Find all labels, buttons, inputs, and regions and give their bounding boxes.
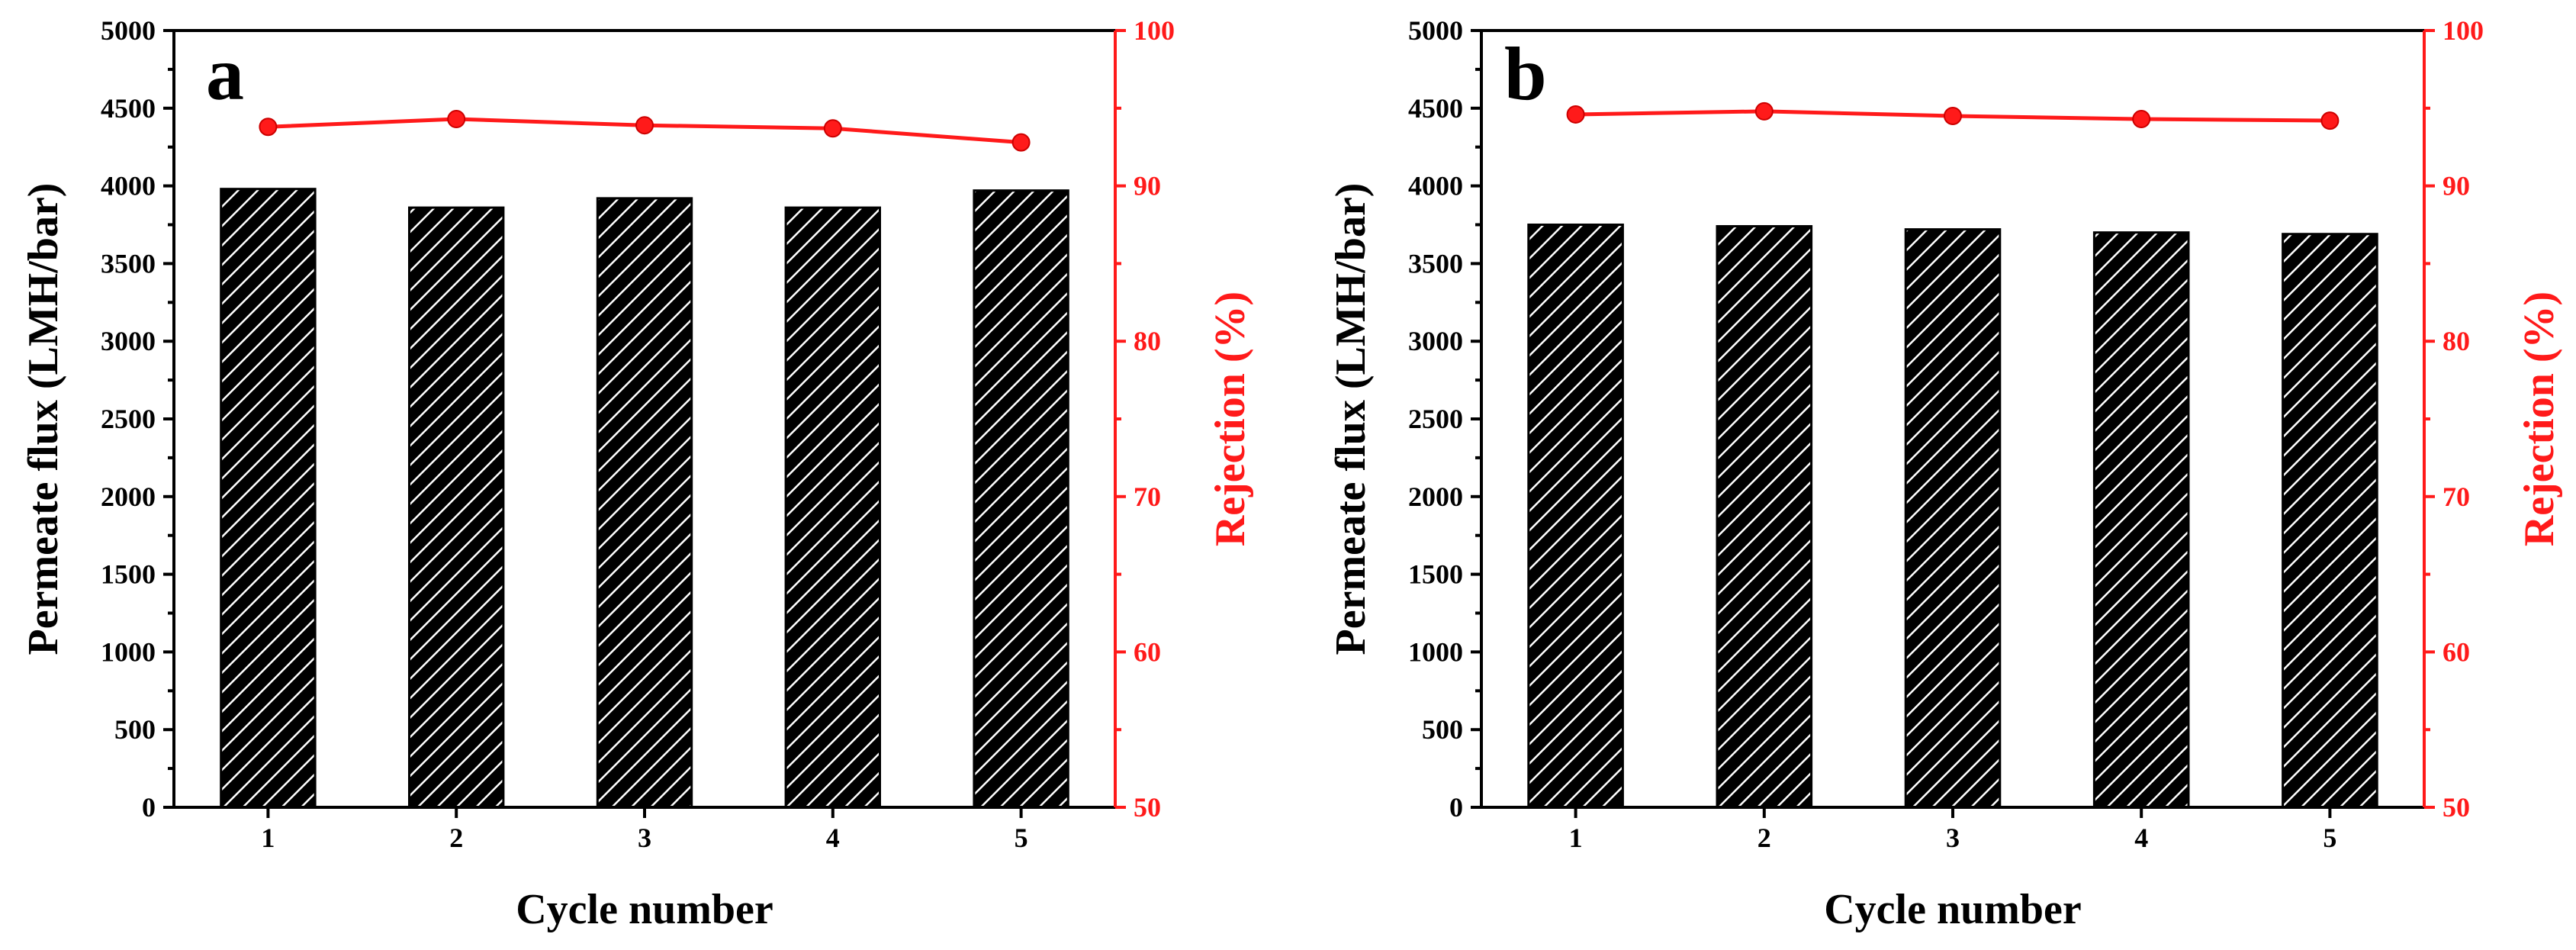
left-tick-label: 2000 bbox=[101, 481, 156, 512]
x-tick-label: 4 bbox=[2134, 823, 2148, 853]
x-tick-label: 5 bbox=[2323, 823, 2336, 853]
rejection-point-5 bbox=[2320, 111, 2340, 130]
left-tick-label: 5000 bbox=[1408, 15, 1463, 46]
right-tick-label: 50 bbox=[2443, 792, 2470, 823]
left-tick-label: 2500 bbox=[101, 404, 156, 434]
right-tick-label: 80 bbox=[1134, 326, 1161, 356]
left-tick-label: 3500 bbox=[1408, 248, 1463, 279]
chart-panel-b: 0 500 1000 1500 2000 2500 3000 3500 4000 4500 5000… bbox=[1327, 15, 2563, 933]
rejection-point-2 bbox=[1754, 101, 1774, 121]
left-tick-label: 1500 bbox=[1408, 559, 1463, 590]
x-tick-label: 4 bbox=[826, 823, 840, 853]
x-axis-title: Cycle number bbox=[516, 886, 773, 933]
left-tick-label: 2500 bbox=[1408, 404, 1463, 434]
right-tick-label: 60 bbox=[1134, 636, 1161, 667]
left-tick-label: 4000 bbox=[101, 171, 156, 201]
rejection-point-1 bbox=[1566, 105, 1585, 124]
right-tick-label: 80 bbox=[2443, 326, 2470, 356]
y2-axis-title: Rejection (%) bbox=[2516, 291, 2563, 546]
left-tick-label: 4000 bbox=[1408, 171, 1463, 201]
rejection-point-4 bbox=[2132, 110, 2151, 129]
left-tick-label: 1500 bbox=[101, 559, 156, 590]
right-tick-label: 70 bbox=[2443, 481, 2470, 512]
left-tick-label: 4500 bbox=[1408, 93, 1463, 124]
right-tick-label: 100 bbox=[1134, 15, 1175, 46]
left-tick-label: 2000 bbox=[1408, 481, 1463, 512]
flux-bar-1 bbox=[1527, 224, 1624, 809]
flux-bar-4 bbox=[784, 206, 881, 809]
left-tick-label: 0 bbox=[1449, 792, 1463, 823]
left-tick-label: 3000 bbox=[101, 326, 156, 356]
rejection-point-3 bbox=[1944, 106, 1962, 125]
right-tick-label: 90 bbox=[1134, 171, 1161, 201]
flux-bar-3 bbox=[596, 197, 693, 809]
left-tick-label: 3000 bbox=[1408, 326, 1463, 356]
left-tick-label: 500 bbox=[114, 714, 156, 745]
x-tick-label: 1 bbox=[261, 823, 275, 853]
right-tick-label: 100 bbox=[2443, 15, 2484, 46]
panel-label: a bbox=[206, 31, 244, 116]
x-tick-label: 2 bbox=[1758, 823, 1771, 853]
flux-bar-5 bbox=[973, 189, 1069, 809]
rejection-point-1 bbox=[259, 118, 278, 137]
left-tick-label: 4500 bbox=[101, 93, 156, 124]
flux-bar-1 bbox=[220, 188, 317, 809]
x-tick-label: 3 bbox=[638, 823, 651, 853]
y-axis-title: Permeate flux (LMH/bar) bbox=[20, 183, 67, 655]
left-tick-label: 500 bbox=[1422, 714, 1463, 745]
x-tick-label: 5 bbox=[1015, 823, 1028, 853]
x-axis-title: Cycle number bbox=[1824, 886, 2082, 933]
flux-bar-2 bbox=[408, 206, 505, 809]
left-tick-label: 5000 bbox=[101, 15, 156, 46]
panel-label: b bbox=[1504, 31, 1547, 116]
left-tick-label: 1000 bbox=[1408, 636, 1463, 667]
chart-panel-a: 0 500 1000 1500 2000 2500 3000 3500 4000 4500 5000… bbox=[20, 15, 1254, 933]
right-tick-label: 90 bbox=[2443, 171, 2470, 201]
left-tick-label: 3500 bbox=[101, 248, 156, 279]
flux-bar-3 bbox=[1904, 228, 2002, 809]
x-tick-label: 3 bbox=[1946, 823, 1960, 853]
x-tick-label: 1 bbox=[1569, 823, 1583, 853]
left-tick-label: 0 bbox=[142, 792, 156, 823]
rejection-point-5 bbox=[1011, 133, 1031, 152]
y-axis-title: Permeate flux (LMH/bar) bbox=[1327, 183, 1375, 655]
flux-bar-5 bbox=[2282, 233, 2378, 809]
rejection-point-3 bbox=[635, 116, 654, 135]
right-tick-label: 60 bbox=[2443, 636, 2470, 667]
right-tick-label: 50 bbox=[1134, 792, 1161, 823]
flux-bar-4 bbox=[2092, 231, 2190, 809]
x-tick-label: 2 bbox=[449, 823, 463, 853]
right-tick-label: 70 bbox=[1134, 481, 1161, 512]
left-tick-label: 1000 bbox=[101, 636, 156, 667]
rejection-point-2 bbox=[447, 110, 466, 129]
flux-bar-2 bbox=[1716, 225, 1813, 809]
rejection-point-4 bbox=[823, 119, 842, 138]
y2-axis-title: Rejection (%) bbox=[1207, 291, 1254, 546]
